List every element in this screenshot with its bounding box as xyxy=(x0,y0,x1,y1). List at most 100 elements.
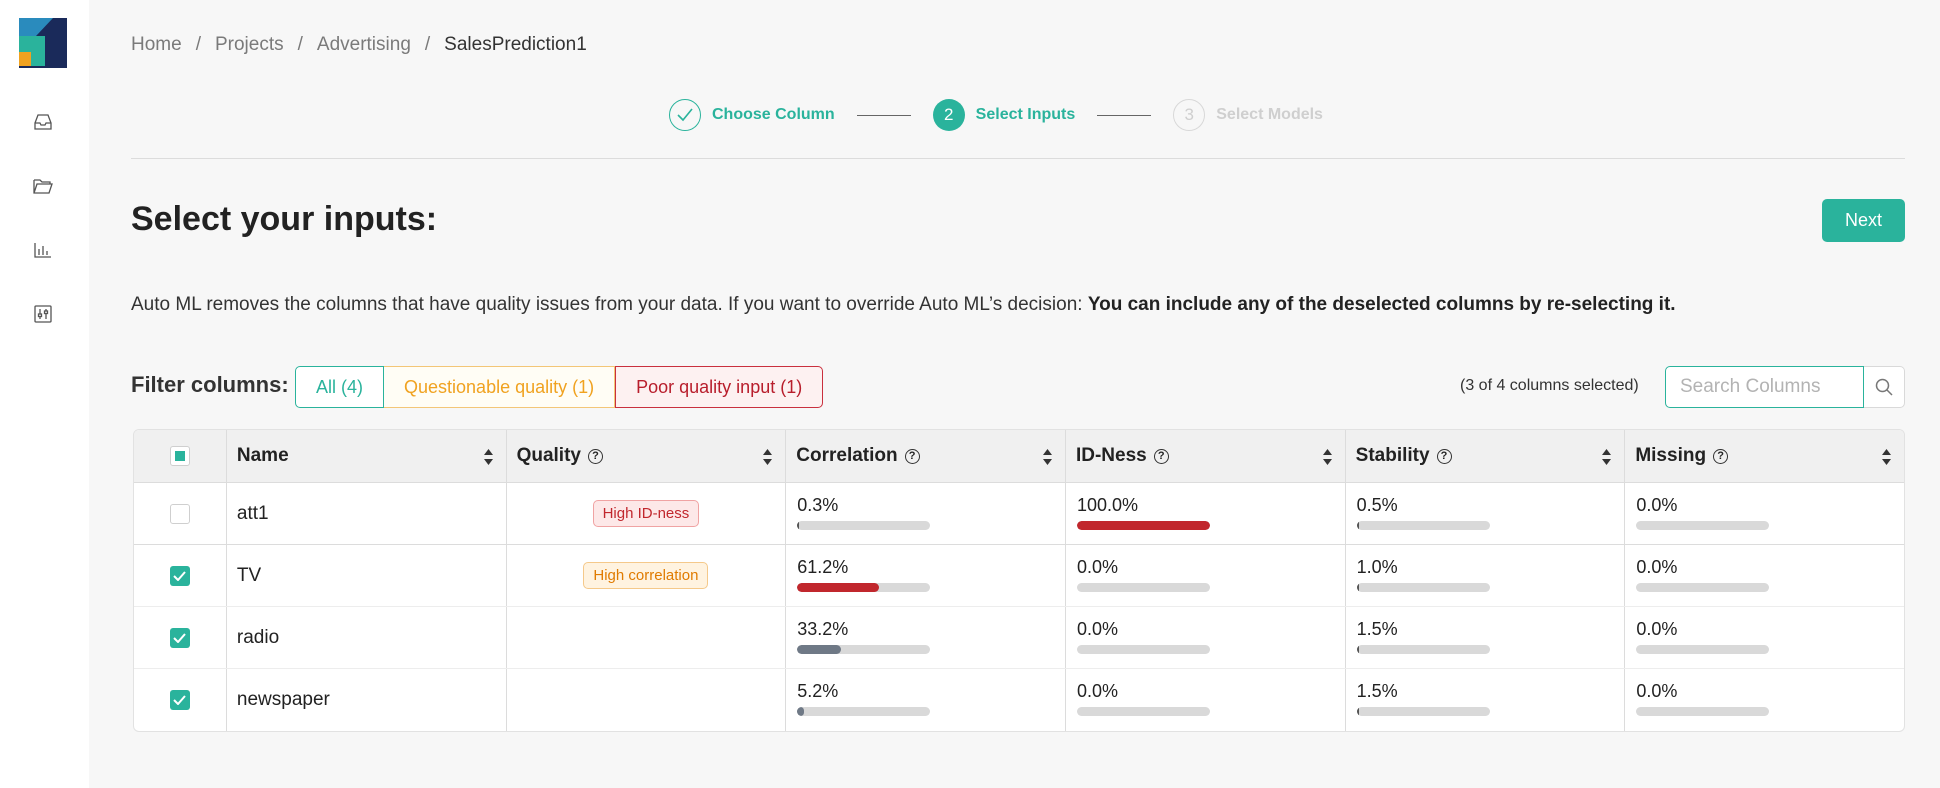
column-name: newspaper xyxy=(236,689,330,710)
description: Auto ML removes the columns that have qu… xyxy=(131,294,1676,316)
row-checkbox[interactable] xyxy=(169,690,190,710)
search-input[interactable] xyxy=(1665,366,1864,408)
breadcrumb-home[interactable]: Home xyxy=(131,34,182,55)
idness-value: 0.0% xyxy=(1076,557,1118,577)
idness-cell: 0.0% xyxy=(1066,545,1346,606)
missing-cell: 0.0% xyxy=(1625,545,1904,606)
filter-group: All (4) Questionable quality (1) Poor qu… xyxy=(295,366,824,408)
bar-fill xyxy=(1356,645,1359,654)
sort-icon xyxy=(1042,449,1052,465)
filter-questionable-button[interactable]: Questionable quality (1) xyxy=(384,366,616,408)
breadcrumb-separator: / xyxy=(297,34,303,55)
missing-bar xyxy=(1636,707,1770,716)
correlation-bar xyxy=(797,707,931,716)
stability-cell: 1.5% xyxy=(1346,669,1626,731)
next-button[interactable]: Next xyxy=(1822,199,1905,242)
step-select-models: 3 Select Models xyxy=(1173,99,1323,131)
step-label: Select Models xyxy=(1216,106,1323,123)
header-label: Missing xyxy=(1635,445,1707,466)
breadcrumb-separator: / xyxy=(195,34,201,55)
idness-value: 100.0% xyxy=(1076,495,1138,515)
breadcrumb-current: SalesPrediction1 xyxy=(444,34,587,55)
step-choose-column[interactable]: Choose Column xyxy=(669,99,835,131)
search-button[interactable] xyxy=(1864,366,1905,408)
sliders-icon[interactable] xyxy=(33,304,53,324)
breadcrumb-projects[interactable]: Projects xyxy=(214,34,284,55)
header-idness[interactable]: ID-Ness? xyxy=(1066,430,1346,482)
description-text: Auto ML removes the columns that have qu… xyxy=(131,294,1088,315)
missing-cell: 0.0% xyxy=(1625,483,1904,544)
bar-fill xyxy=(1356,583,1359,592)
breadcrumb-advertising[interactable]: Advertising xyxy=(316,34,411,55)
select-all-checkbox[interactable] xyxy=(169,446,190,466)
quality-cell xyxy=(507,607,787,668)
row-checkbox[interactable] xyxy=(169,565,190,586)
page-title: Select your inputs: xyxy=(131,200,438,238)
inbox-icon[interactable] xyxy=(33,112,53,132)
help-icon[interactable]: ? xyxy=(587,448,603,464)
quality-cell: High correlation xyxy=(507,545,787,606)
checkbox-cell xyxy=(134,545,227,606)
stepper: Choose Column 2 Select Inputs 3 Select M… xyxy=(669,99,1323,131)
header-name[interactable]: Name xyxy=(227,430,507,482)
help-icon[interactable]: ? xyxy=(1436,448,1452,464)
filter-poor-button[interactable]: Poor quality input (1) xyxy=(615,366,824,408)
search-icon xyxy=(1875,378,1893,396)
header-label: Stability xyxy=(1355,445,1430,466)
checkbox-cell xyxy=(134,607,227,668)
stability-cell: 1.5% xyxy=(1346,607,1626,668)
sidebar xyxy=(0,0,89,788)
header-quality[interactable]: Quality? xyxy=(507,430,787,482)
sort-icon xyxy=(1322,449,1332,465)
idness-bar xyxy=(1076,645,1210,654)
step-number: 2 xyxy=(932,99,965,131)
correlation-value: 33.2% xyxy=(797,619,849,639)
missing-value: 0.0% xyxy=(1636,619,1678,639)
quality-cell: High ID-ness xyxy=(507,483,787,544)
header-missing[interactable]: Missing? xyxy=(1625,430,1904,482)
column-name: radio xyxy=(236,626,280,648)
correlation-cell: 61.2% xyxy=(786,545,1066,606)
header-label: ID-Ness xyxy=(1075,445,1147,466)
stability-bar xyxy=(1356,583,1490,592)
stability-bar xyxy=(1356,707,1490,716)
step-label: Select Inputs xyxy=(975,106,1076,123)
help-icon[interactable]: ? xyxy=(904,448,920,464)
filter-all-button[interactable]: All (4) xyxy=(295,366,385,408)
folder-icon[interactable] xyxy=(33,176,53,196)
correlation-value: 0.3% xyxy=(797,495,839,515)
breadcrumb: Home / Projects / Advertising / SalesPre… xyxy=(131,34,587,56)
idness-bar xyxy=(1076,521,1210,530)
table-row[interactable]: TV High correlation 61.2% 0.0% 1.0% 0.0% xyxy=(134,545,1904,607)
app-logo[interactable] xyxy=(19,18,67,68)
table-row[interactable]: att1 High ID-ness 0.3% 100.0% 0.5% 0.0% xyxy=(134,483,1904,545)
checkbox-cell xyxy=(134,483,227,544)
help-icon[interactable]: ? xyxy=(1713,448,1729,464)
bar-fill xyxy=(797,521,800,530)
quality-cell xyxy=(507,669,787,731)
step-connector xyxy=(856,114,911,116)
name-cell: TV xyxy=(227,545,507,606)
idness-cell: 0.0% xyxy=(1066,669,1346,731)
column-name: TV xyxy=(236,564,262,586)
bar-chart-icon[interactable] xyxy=(33,240,53,260)
missing-cell: 0.0% xyxy=(1625,669,1904,731)
correlation-value: 61.2% xyxy=(797,557,849,577)
step-number: 3 xyxy=(1173,99,1206,131)
filter-label: Filter columns: xyxy=(131,372,289,397)
header-stability[interactable]: Stability? xyxy=(1346,430,1626,482)
idness-value: 0.0% xyxy=(1076,619,1118,639)
idness-cell: 100.0% xyxy=(1066,483,1346,544)
table-row[interactable]: newspaper 5.2% 0.0% 1.5% 0.0% xyxy=(134,669,1904,731)
step-select-inputs[interactable]: 2 Select Inputs xyxy=(932,99,1076,131)
missing-bar xyxy=(1636,645,1770,654)
help-icon[interactable]: ? xyxy=(1153,448,1169,464)
missing-value: 0.0% xyxy=(1636,495,1678,515)
table-row[interactable]: radio 33.2% 0.0% 1.5% 0.0% xyxy=(134,607,1904,669)
row-checkbox[interactable] xyxy=(169,627,190,648)
row-checkbox[interactable] xyxy=(169,503,190,524)
idness-bar xyxy=(1076,583,1210,592)
stability-value: 1.0% xyxy=(1356,557,1398,577)
header-correlation[interactable]: Correlation? xyxy=(786,430,1066,482)
stability-bar xyxy=(1356,645,1490,654)
